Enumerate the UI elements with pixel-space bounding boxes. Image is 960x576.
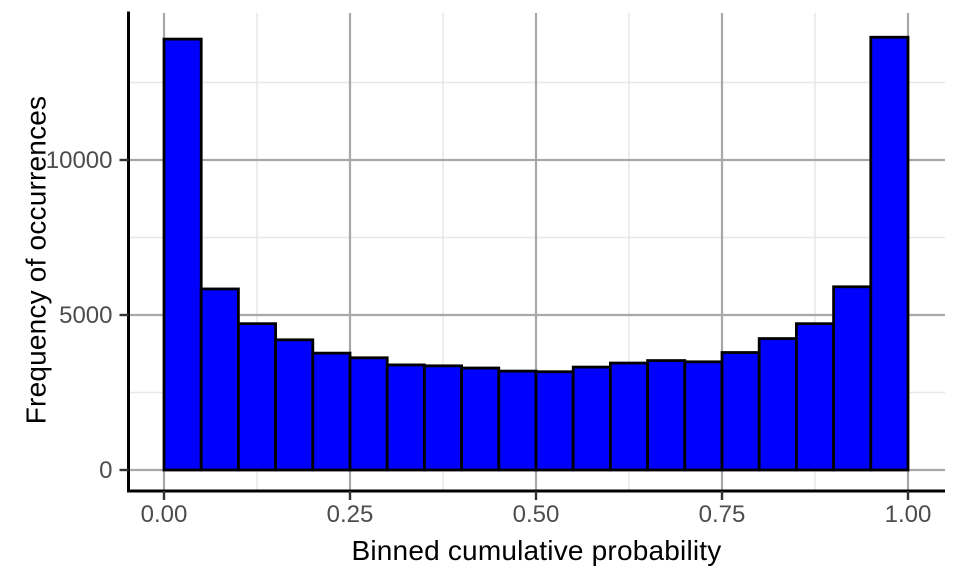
histogram-bar (162, 37, 203, 472)
histogram-bar (869, 35, 910, 472)
y-axis-title-wrap: Frequency of occurrences (16, 0, 56, 576)
histogram-bars (162, 35, 910, 472)
histogram-bar (236, 322, 277, 472)
x-tick-label: 0.75 (699, 501, 746, 528)
y-axis-title: Frequency of occurrences (20, 95, 52, 425)
x-tick-label: 0.25 (327, 501, 374, 528)
histogram-bar (460, 366, 501, 472)
histogram-bar (832, 285, 873, 472)
histogram-bar (720, 351, 761, 472)
histogram-bar (311, 351, 352, 472)
y-tick-label: 10000 (46, 147, 113, 174)
y-tick-label: 0 (99, 457, 112, 484)
histogram-bar (348, 356, 389, 472)
histogram-bar (274, 338, 315, 472)
histogram-bar (385, 363, 426, 472)
histogram-bar (683, 360, 724, 472)
histogram-bar (646, 359, 687, 472)
histogram-bar (757, 337, 798, 472)
histogram-bar (571, 365, 612, 472)
histogram-bar (422, 364, 463, 472)
tick-marks (119, 158, 910, 500)
x-tick-label: 0.00 (141, 501, 188, 528)
histogram-bar (199, 287, 240, 472)
y-tick-label: 5000 (59, 302, 112, 329)
x-tick-label: 1.00 (885, 501, 932, 528)
histogram-bar (609, 361, 650, 472)
histogram-bar (795, 322, 836, 472)
histogram-bar (534, 370, 575, 472)
x-tick-label: 0.50 (513, 501, 560, 528)
tick-labels: 0 5000 10000 0.00 0.25 0.50 0.75 1.00 (46, 147, 932, 528)
histogram-bar (497, 369, 538, 472)
x-axis-title: Binned cumulative probability (351, 535, 722, 566)
